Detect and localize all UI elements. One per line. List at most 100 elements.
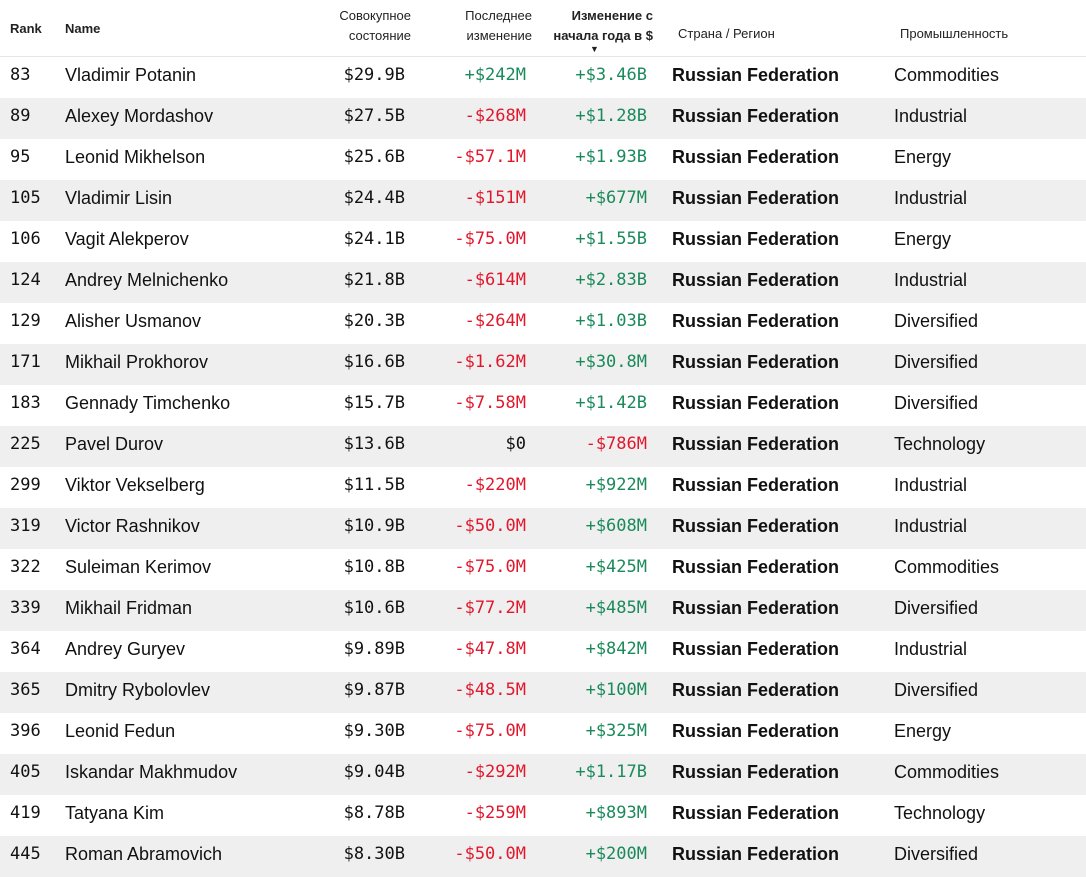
name-cell[interactable]: Dmitry Rybolovlev	[65, 680, 211, 700]
country-cell: Russian Federation	[672, 639, 840, 659]
rank-cell: 124	[10, 270, 41, 290]
ytd-change-cell: +$1.55B	[575, 229, 647, 249]
country-cell: Russian Federation	[672, 721, 840, 741]
table-row[interactable]: 171 Mikhail Prokhorov $16.6B -$1.62M +$30.8M…	[0, 344, 1086, 385]
name-cell[interactable]: Victor Rashnikov	[65, 516, 200, 536]
table-row[interactable]: 299 Viktor Vekselberg $11.5B -$220M +$922M Ru…	[0, 467, 1086, 508]
industry-cell: Industrial	[894, 270, 968, 290]
table-header: Rank Name Совокупное состояние Последнее и…	[0, 0, 1086, 57]
last-change-cell: -$75.0M	[454, 229, 526, 249]
name-cell[interactable]: Mikhail Prokhorov	[65, 352, 209, 372]
last-change-cell: -$292M	[464, 762, 526, 782]
ytd-change-cell: +$485M	[585, 598, 647, 618]
net-worth-cell: $25.6B	[343, 147, 405, 167]
table-row[interactable]: 365 Dmitry Rybolovlev $9.87B -$48.5M +$100M R…	[0, 672, 1086, 713]
name-cell[interactable]: Andrey Guryev	[65, 639, 186, 659]
industry-cell: Industrial	[894, 188, 968, 208]
last-change-cell: -$50.0M	[454, 844, 526, 864]
last-change-cell: -$151M	[464, 188, 526, 208]
name-cell[interactable]: Vladimir Potanin	[65, 65, 197, 85]
name-cell[interactable]: Andrey Melnichenko	[65, 270, 229, 290]
industry-cell: Energy	[894, 229, 952, 249]
net-worth-cell: $20.3B	[343, 311, 405, 331]
rank-cell: 83	[10, 65, 31, 85]
name-cell[interactable]: Mikhail Fridman	[65, 598, 193, 618]
header-industry[interactable]: Промышленность	[900, 26, 1009, 41]
name-cell[interactable]: Tatyana Kim	[65, 803, 165, 823]
name-cell[interactable]: Suleiman Kerimov	[65, 557, 212, 577]
sort-desc-icon: ▼	[590, 44, 599, 54]
rank-cell: 396	[10, 721, 41, 741]
table-row[interactable]: 339 Mikhail Fridman $10.6B -$77.2M +$485M Rus…	[0, 590, 1086, 631]
name-cell[interactable]: Vagit Alekperov	[65, 229, 189, 249]
ytd-change-cell: +$677M	[585, 188, 647, 208]
name-cell[interactable]: Leonid Fedun	[65, 721, 176, 741]
name-cell[interactable]: Alexey Mordashov	[65, 106, 214, 126]
industry-cell: Industrial	[894, 516, 968, 536]
name-cell[interactable]: Viktor Vekselberg	[65, 475, 205, 495]
rank-cell: 89	[10, 106, 31, 126]
table-row[interactable]: 445 Roman Abramovich $8.30B -$50.0M +$200M Ru…	[0, 836, 1086, 877]
name-cell[interactable]: Alisher Usmanov	[65, 311, 202, 331]
table-row[interactable]: 83 Vladimir Potanin $29.9B +$242M +$3.46B Rus…	[0, 57, 1086, 98]
table-row[interactable]: 225 Pavel Durov $13.6B $0 -$786M Russian Fede…	[0, 426, 1086, 467]
table-row[interactable]: 129 Alisher Usmanov $20.3B -$264M +$1.03B Rus…	[0, 303, 1086, 344]
ytd-change-cell: +$1.28B	[575, 106, 647, 126]
table-row[interactable]: 124 Andrey Melnichenko $21.8B -$614M +$2.83B…	[0, 262, 1086, 303]
rank-cell: 95	[10, 147, 31, 167]
ytd-change-cell: +$922M	[585, 475, 647, 495]
rank-cell: 419	[10, 803, 41, 823]
table-row[interactable]: 105 Vladimir Lisin $24.4B -$151M +$677M Russi…	[0, 180, 1086, 221]
net-worth-cell: $10.8B	[343, 557, 405, 577]
industry-cell: Technology	[894, 434, 986, 454]
header-country[interactable]: Страна / Регион	[678, 26, 775, 41]
ytd-change-cell: +$30.8M	[575, 352, 647, 372]
last-change-cell: -$57.1M	[454, 147, 526, 167]
table-row[interactable]: 405 Iskandar Makhmudov $9.04B -$292M +$1.17B…	[0, 754, 1086, 795]
country-cell: Russian Federation	[672, 311, 840, 331]
last-change-cell: -$268M	[464, 106, 526, 126]
last-change-cell: -$75.0M	[454, 557, 526, 577]
header-name[interactable]: Name	[65, 21, 101, 36]
table-body: 83 Vladimir Potanin $29.9B +$242M +$3.46B Rus…	[0, 57, 1086, 877]
header-last-change[interactable]: Последнее изменение	[465, 6, 532, 46]
industry-cell: Commodities	[894, 762, 1000, 782]
net-worth-cell: $27.5B	[343, 106, 405, 126]
header-rank[interactable]: Rank	[10, 21, 42, 36]
table-row[interactable]: 183 Gennady Timchenko $15.7B -$7.58M +$1.42B…	[0, 385, 1086, 426]
industry-cell: Commodities	[894, 557, 1000, 577]
table-row[interactable]: 319 Victor Rashnikov $10.9B -$50.0M +$608M Ru…	[0, 508, 1086, 549]
country-cell: Russian Federation	[672, 147, 840, 167]
table-row[interactable]: 95 Leonid Mikhelson $25.6B -$57.1M +$1.93B Ru…	[0, 139, 1086, 180]
table-row[interactable]: 89 Alexey Mordashov $27.5B -$268M +$1.28B Rus…	[0, 98, 1086, 139]
net-worth-cell: $21.8B	[343, 270, 405, 290]
country-cell: Russian Federation	[672, 475, 840, 495]
ytd-change-cell: +$325M	[585, 721, 647, 741]
name-cell[interactable]: Iskandar Makhmudov	[65, 762, 238, 782]
last-change-cell: -$259M	[464, 803, 526, 823]
ytd-change-cell: +$1.42B	[575, 393, 647, 413]
table-row[interactable]: 106 Vagit Alekperov $24.1B -$75.0M +$1.55B Ru…	[0, 221, 1086, 262]
last-change-cell: -$1.62M	[454, 352, 526, 372]
table-row[interactable]: 419 Tatyana Kim $8.78B -$259M +$893M Russian …	[0, 795, 1086, 836]
header-ytd-change[interactable]: Изменение с начала года в $	[553, 6, 653, 46]
header-net-worth[interactable]: Совокупное состояние	[339, 6, 411, 46]
name-cell[interactable]: Vladimir Lisin	[65, 188, 173, 208]
country-cell: Russian Federation	[672, 680, 840, 700]
table-row[interactable]: 396 Leonid Fedun $9.30B -$75.0M +$325M Russia…	[0, 713, 1086, 754]
last-change-cell: $0	[505, 434, 526, 454]
header-last-change-line1: Последнее	[465, 8, 532, 23]
name-cell[interactable]: Pavel Durov	[65, 434, 164, 454]
net-worth-cell: $9.04B	[343, 762, 405, 782]
name-cell[interactable]: Gennady Timchenko	[65, 393, 231, 413]
name-cell[interactable]: Leonid Mikhelson	[65, 147, 206, 167]
table-row[interactable]: 364 Andrey Guryev $9.89B -$47.8M +$842M Russi…	[0, 631, 1086, 672]
table-row[interactable]: 322 Suleiman Kerimov $10.8B -$75.0M +$425M Ru…	[0, 549, 1086, 590]
country-cell: Russian Federation	[672, 270, 840, 290]
ytd-change-cell: +$608M	[585, 516, 647, 536]
rank-cell: 105	[10, 188, 41, 208]
ytd-change-cell: +$1.17B	[575, 762, 647, 782]
name-cell[interactable]: Roman Abramovich	[65, 844, 223, 864]
rank-cell: 171	[10, 352, 41, 372]
net-worth-cell: $13.6B	[343, 434, 405, 454]
